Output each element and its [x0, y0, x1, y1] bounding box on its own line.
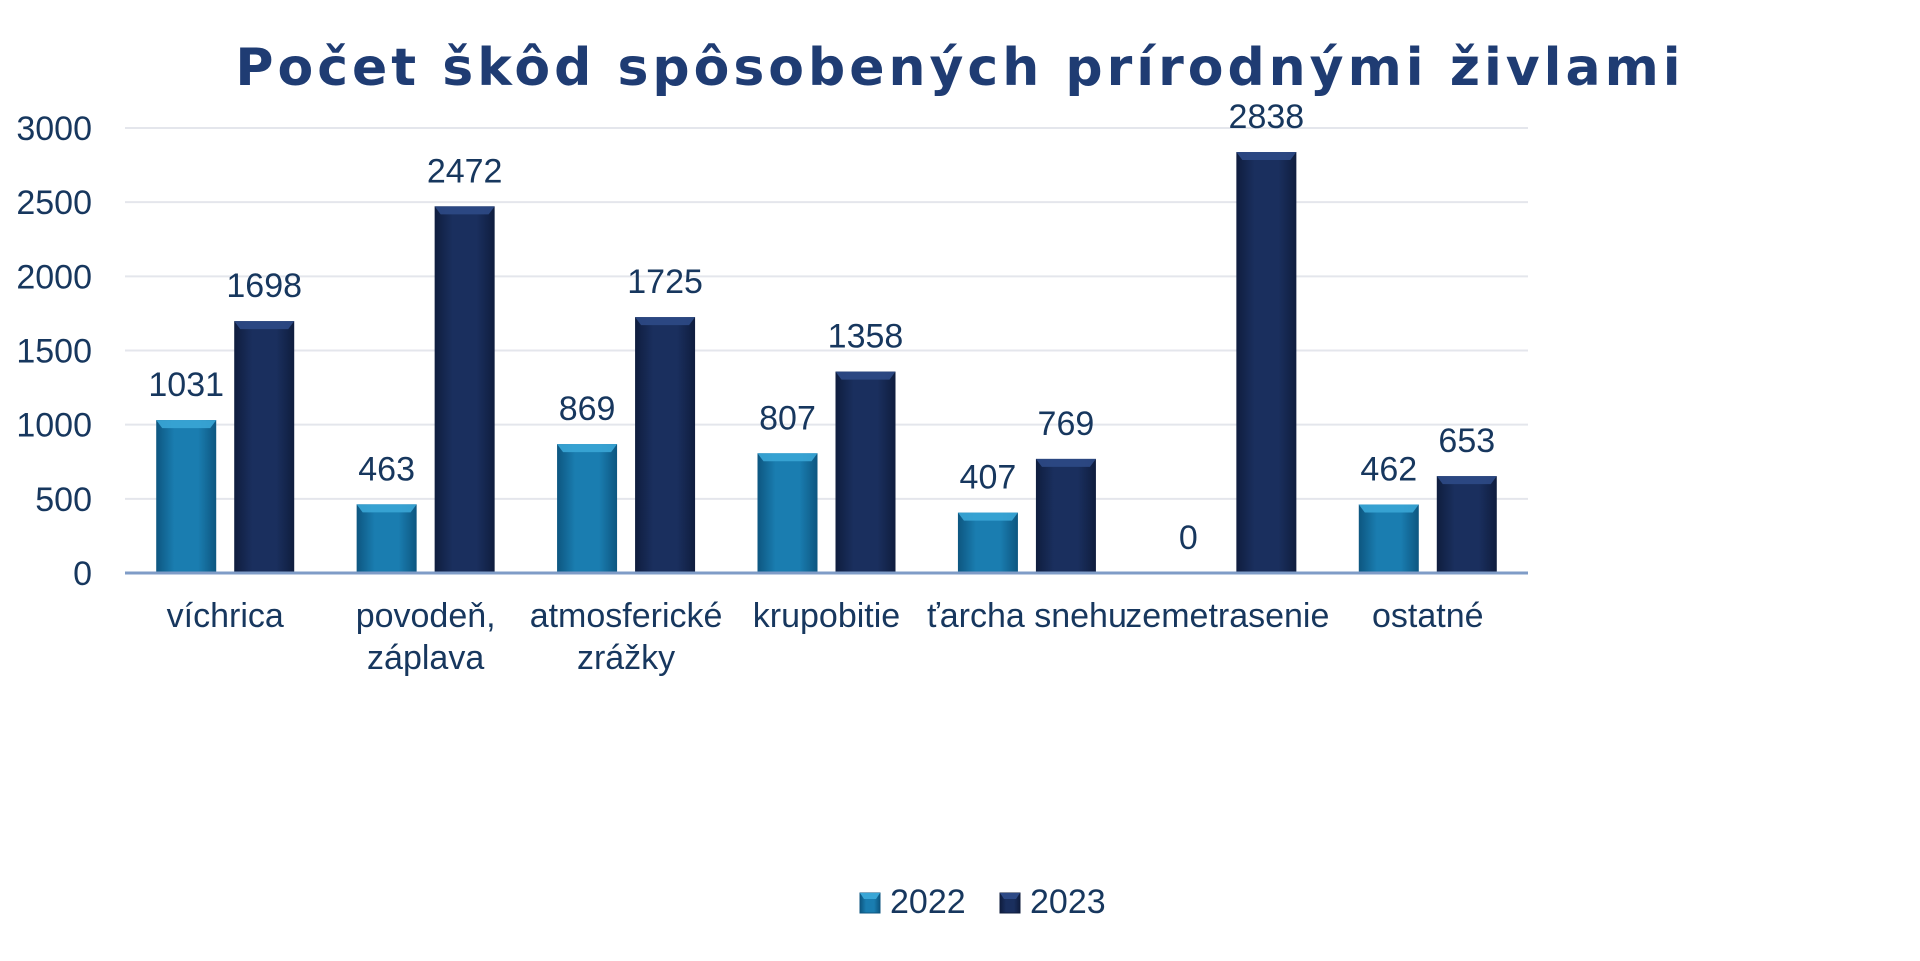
y-axis-ticks: 0 500 1000 1500 2000 2500 3000: [16, 110, 92, 593]
bar-body: [156, 420, 217, 573]
data-label: 1725: [627, 263, 703, 301]
bar-2023: [234, 321, 295, 573]
bar-2023: [1436, 476, 1497, 573]
bar-2023: [1236, 152, 1297, 573]
bar-bevel: [757, 453, 818, 462]
bar-bevel: [1436, 476, 1497, 485]
data-label: 769: [1038, 405, 1095, 443]
data-label: 653: [1438, 422, 1495, 460]
bars: [156, 152, 1497, 573]
bar-body: [835, 371, 896, 573]
legend-swatch-bevel: [860, 893, 880, 899]
data-label: 407: [960, 459, 1017, 497]
bar-bevel: [156, 420, 217, 429]
legend-item-2022: 2022: [859, 883, 966, 921]
bar-bevel: [356, 504, 417, 513]
y-tick-label: 1000: [16, 407, 92, 445]
category-label: víchrica: [167, 597, 284, 635]
bar-body: [1236, 152, 1297, 573]
bar-body: [1358, 504, 1419, 573]
bar-bevel: [1358, 504, 1419, 513]
y-tick-label: 2000: [16, 258, 92, 296]
bar-2023: [434, 206, 495, 573]
bar-bevel: [957, 512, 1018, 521]
y-tick-label: 3000: [16, 110, 92, 148]
bar-2023: [635, 317, 696, 573]
bar-body: [1436, 476, 1497, 573]
bar-2022: [957, 512, 1018, 573]
category-labels: víchrica povodeň, záplava atmosferické zrážk…: [167, 597, 1484, 677]
data-label: 463: [358, 450, 415, 488]
bar-bevel: [635, 317, 696, 326]
bar-body: [557, 444, 618, 573]
chart-title: Počet škôd spôsobených prírodnými živlam…: [235, 38, 1684, 98]
bar-body: [635, 317, 696, 573]
bar-body: [356, 504, 417, 573]
bar-2023: [835, 371, 896, 573]
category-label: zemetrasenie: [1125, 597, 1329, 635]
data-label: 807: [759, 399, 816, 437]
category-label: krupobitie: [753, 597, 900, 635]
gridlines: [125, 127, 1528, 500]
bar-bevel: [1236, 152, 1297, 161]
data-label: 1698: [226, 267, 302, 305]
data-label: 462: [1360, 450, 1417, 488]
bar-bevel: [434, 206, 495, 215]
bar-bevel: [1035, 458, 1096, 467]
legend-label: 2022: [890, 883, 966, 921]
category-label: ostatné: [1372, 597, 1484, 635]
bar-2022: [557, 444, 618, 573]
bar-body: [1035, 458, 1096, 573]
data-label: 869: [559, 390, 616, 428]
category-label: atmosferické zrážky: [530, 597, 723, 677]
data-label: 1031: [148, 366, 224, 404]
bar-bevel: [835, 371, 896, 380]
y-tick-label: 2500: [16, 184, 92, 222]
legend: 2022 2023: [859, 883, 1106, 921]
bar-body: [434, 206, 495, 573]
category-label: povodeň, záplava: [356, 597, 496, 677]
data-label: 2838: [1229, 98, 1305, 136]
bar-bevel: [234, 321, 295, 330]
legend-label: 2023: [1030, 883, 1106, 921]
data-labels: 1031 1698 463 2472 869 1725 807 1358 407 769 0 2838…: [148, 98, 1495, 557]
data-label: 1358: [828, 318, 904, 356]
y-tick-label: 0: [73, 555, 92, 593]
bar-body: [957, 512, 1018, 573]
data-label: 0: [1179, 519, 1198, 557]
legend-swatch-bevel: [1000, 893, 1020, 899]
bar-2022: [356, 504, 417, 573]
y-tick-label: 500: [35, 481, 92, 519]
bar-2023: [1035, 458, 1096, 573]
data-label: 2472: [427, 152, 503, 190]
category-label: ťarcha snehu: [927, 597, 1127, 635]
legend-item-2023: 2023: [999, 883, 1106, 921]
bar-body: [234, 321, 295, 573]
bar-2022: [1358, 504, 1419, 573]
y-tick-label: 1500: [16, 333, 92, 371]
bar-bevel: [557, 444, 618, 453]
bar-2022: [156, 420, 217, 573]
bar-body: [757, 453, 818, 573]
bar-2022: [757, 453, 818, 573]
